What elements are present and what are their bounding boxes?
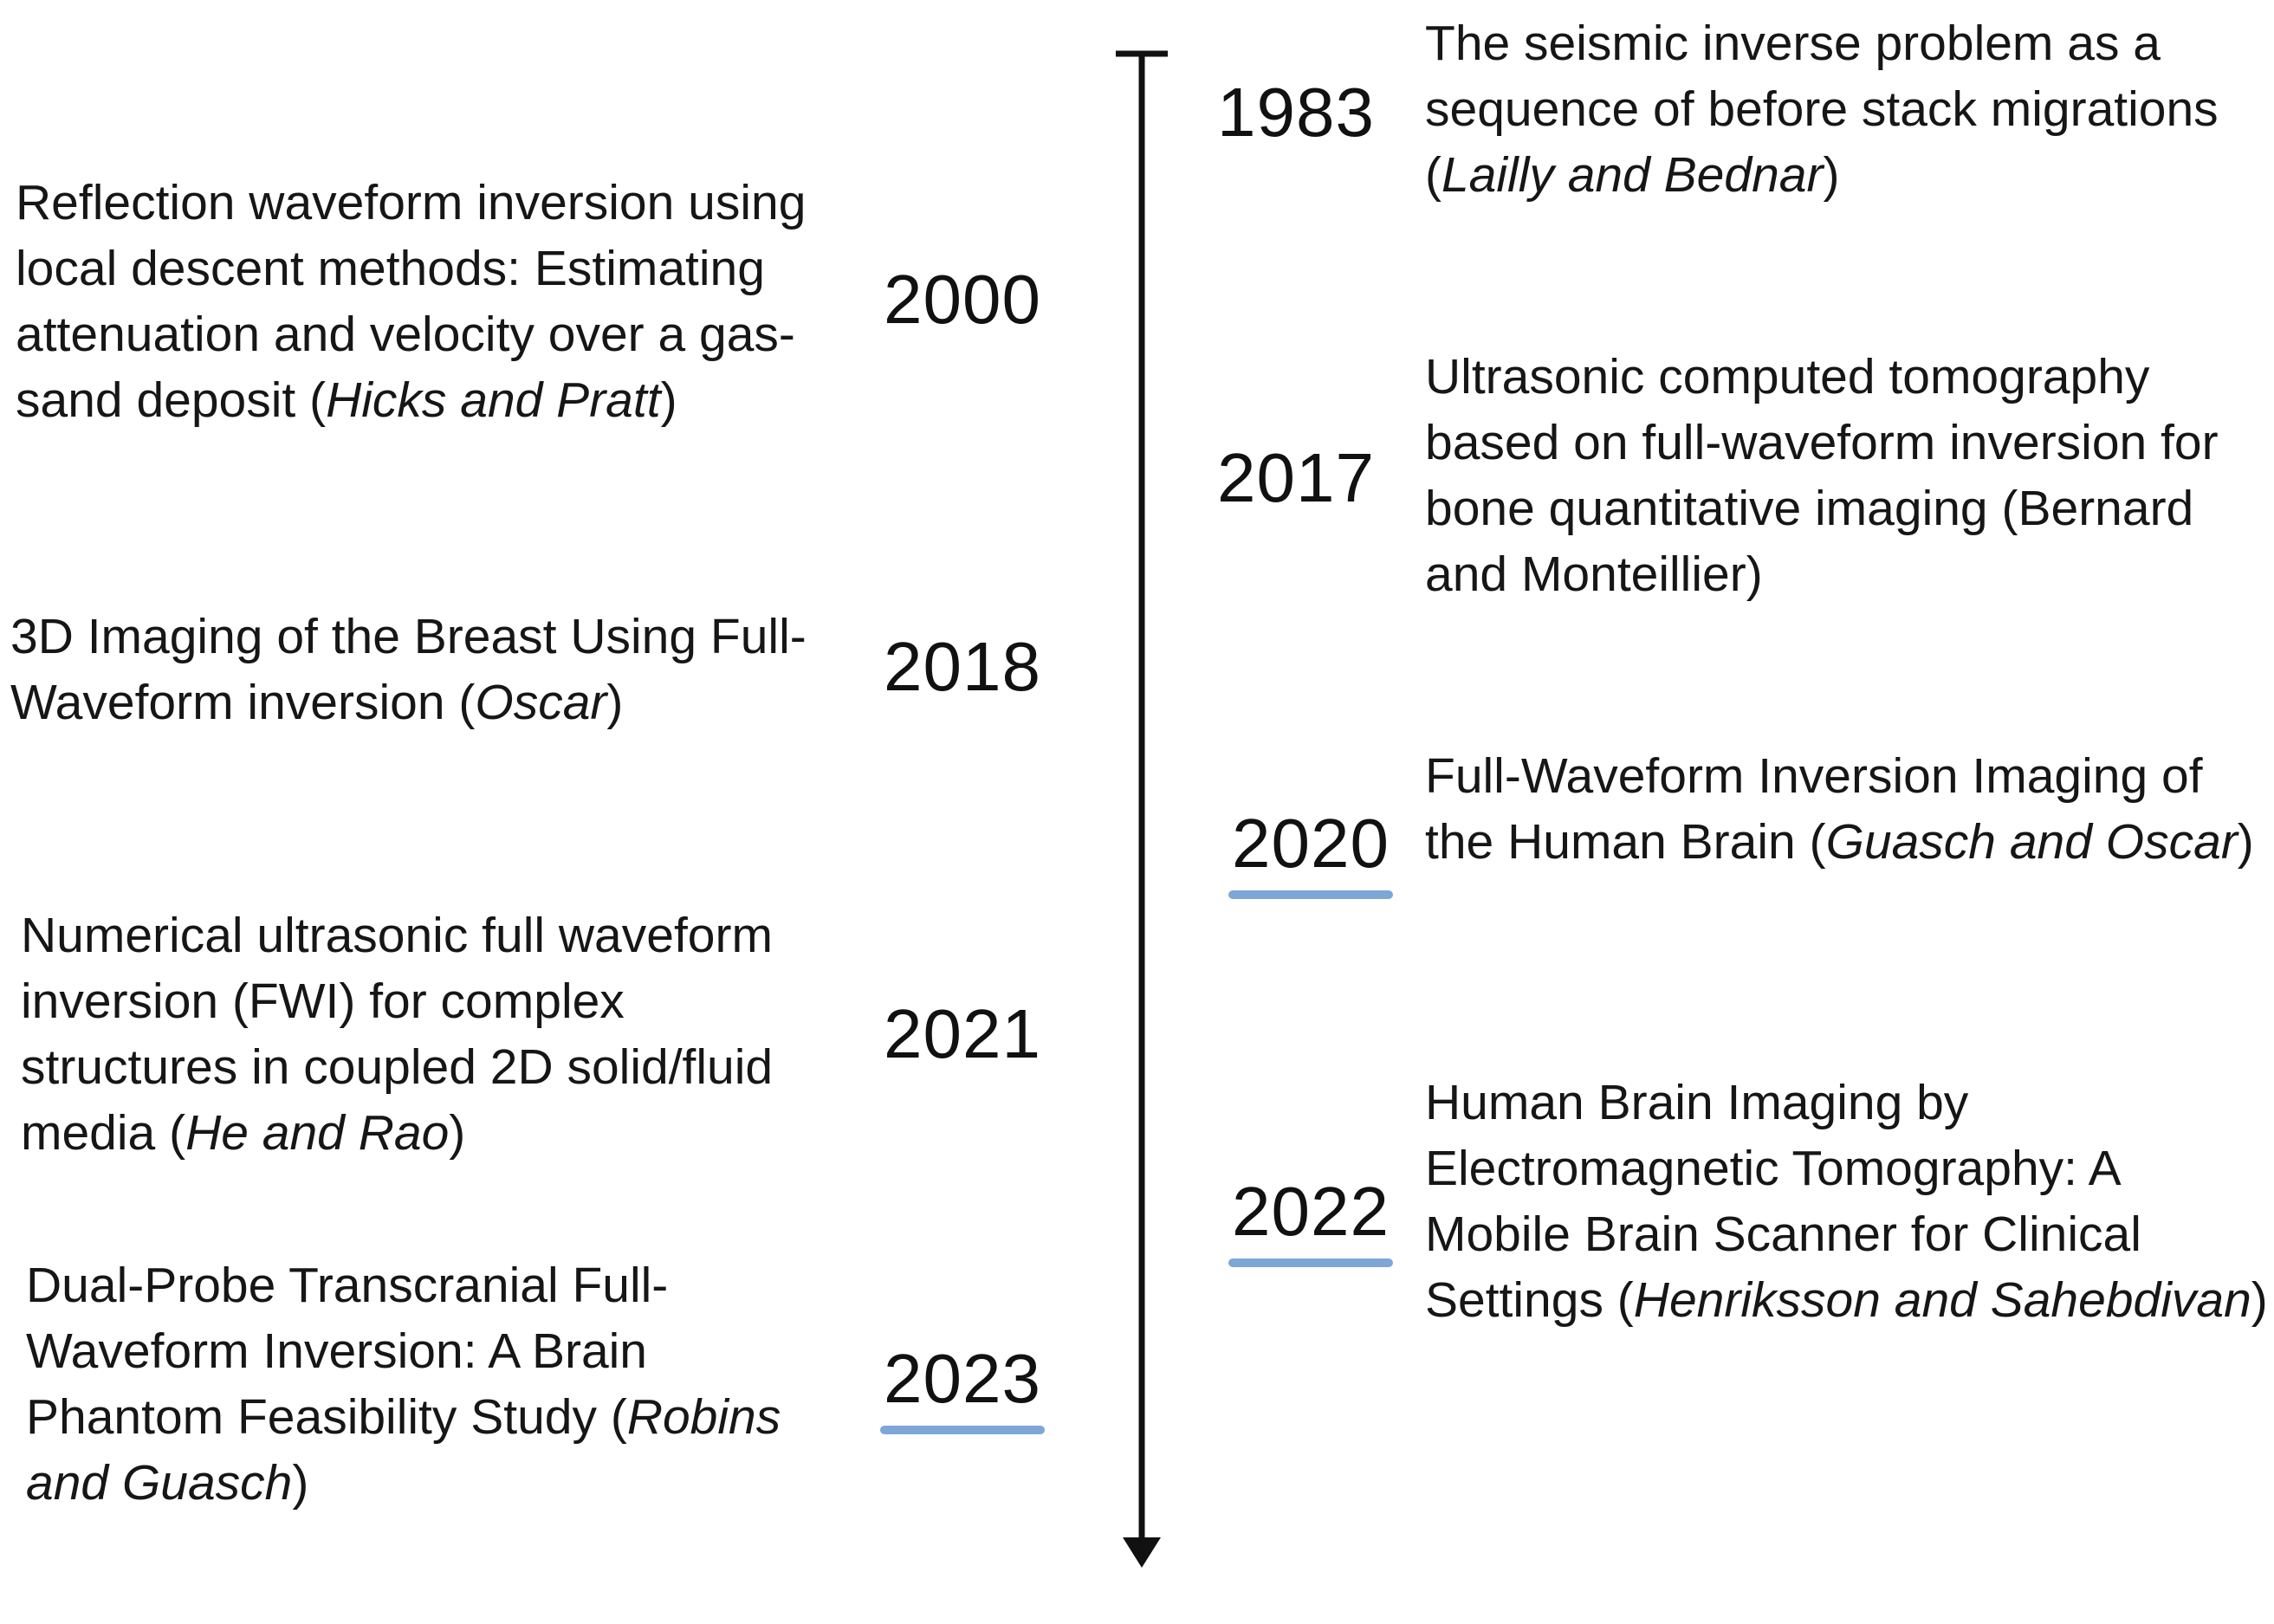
entry-title: Dual-Probe Transcranial Full-Waveform In… [26,1258,669,1445]
year-label-2017: 2017 [1217,439,1375,516]
year-label-2023: 2023 [880,1339,1045,1434]
timeline-entry-right-0: The seismic inverse problem as a sequenc… [1425,16,2219,203]
entry-title: Human Brain Imaging by Electromagnetic T… [1425,1075,2141,1328]
entry-author: Hicks and Pratt [326,372,661,428]
entry-author: Henriksson and Sahebdivan [1633,1272,2251,1328]
year-label-2018: 2018 [884,628,1041,705]
timeline-entry-right-1: Ultrasonic computed tomography based on … [1425,349,2219,602]
year-label-2020: 2020 [1228,804,1393,899]
timeline-axis-arrowhead [1123,1537,1161,1568]
timeline-entry-left-2: Numerical ultrasonic full waveform inver… [21,908,774,1161]
timeline-entry-left-3: Dual-Probe Transcranial Full-Waveform In… [26,1258,781,1511]
entry-title: Ultrasonic computed tomography based on … [1425,349,2219,536]
year-label-2000: 2000 [884,261,1041,338]
year-label-1983: 1983 [1217,74,1375,151]
entry-title: The seismic inverse problem as a sequenc… [1425,16,2219,137]
entry-author: He and Rao [185,1105,450,1161]
entry-title: Reflection waveform inversion using loca… [16,175,807,428]
entry-author: Oscar [475,675,607,730]
entry-author: Lailly and Bednar [1441,147,1824,203]
entry-title: 3D Imaging of the Breast Using Full-Wave… [10,609,807,730]
entry-author: Bernard and Monteillier [1425,481,2194,602]
entry-author: Guasch and Oscar [1825,814,2238,870]
entry-title: Numerical ultrasonic full waveform inver… [21,908,774,1161]
entry-title: Full-Waveform Inversion Imaging of the H… [1425,748,2203,870]
timeline-entry-left-0: Reflection waveform inversion using loca… [16,175,807,428]
year-label-2021: 2021 [884,995,1041,1072]
timeline-entry-right-2: Full-Waveform Inversion Imaging of the H… [1425,748,2254,870]
timeline-entry-left-1: 3D Imaging of the Breast Using Full-Wave… [10,609,807,730]
entry-author: Robins and Guasch [26,1389,781,1511]
timeline-entry-right-3: Human Brain Imaging by Electromagnetic T… [1425,1075,2268,1328]
year-label-2022: 2022 [1228,1172,1393,1267]
